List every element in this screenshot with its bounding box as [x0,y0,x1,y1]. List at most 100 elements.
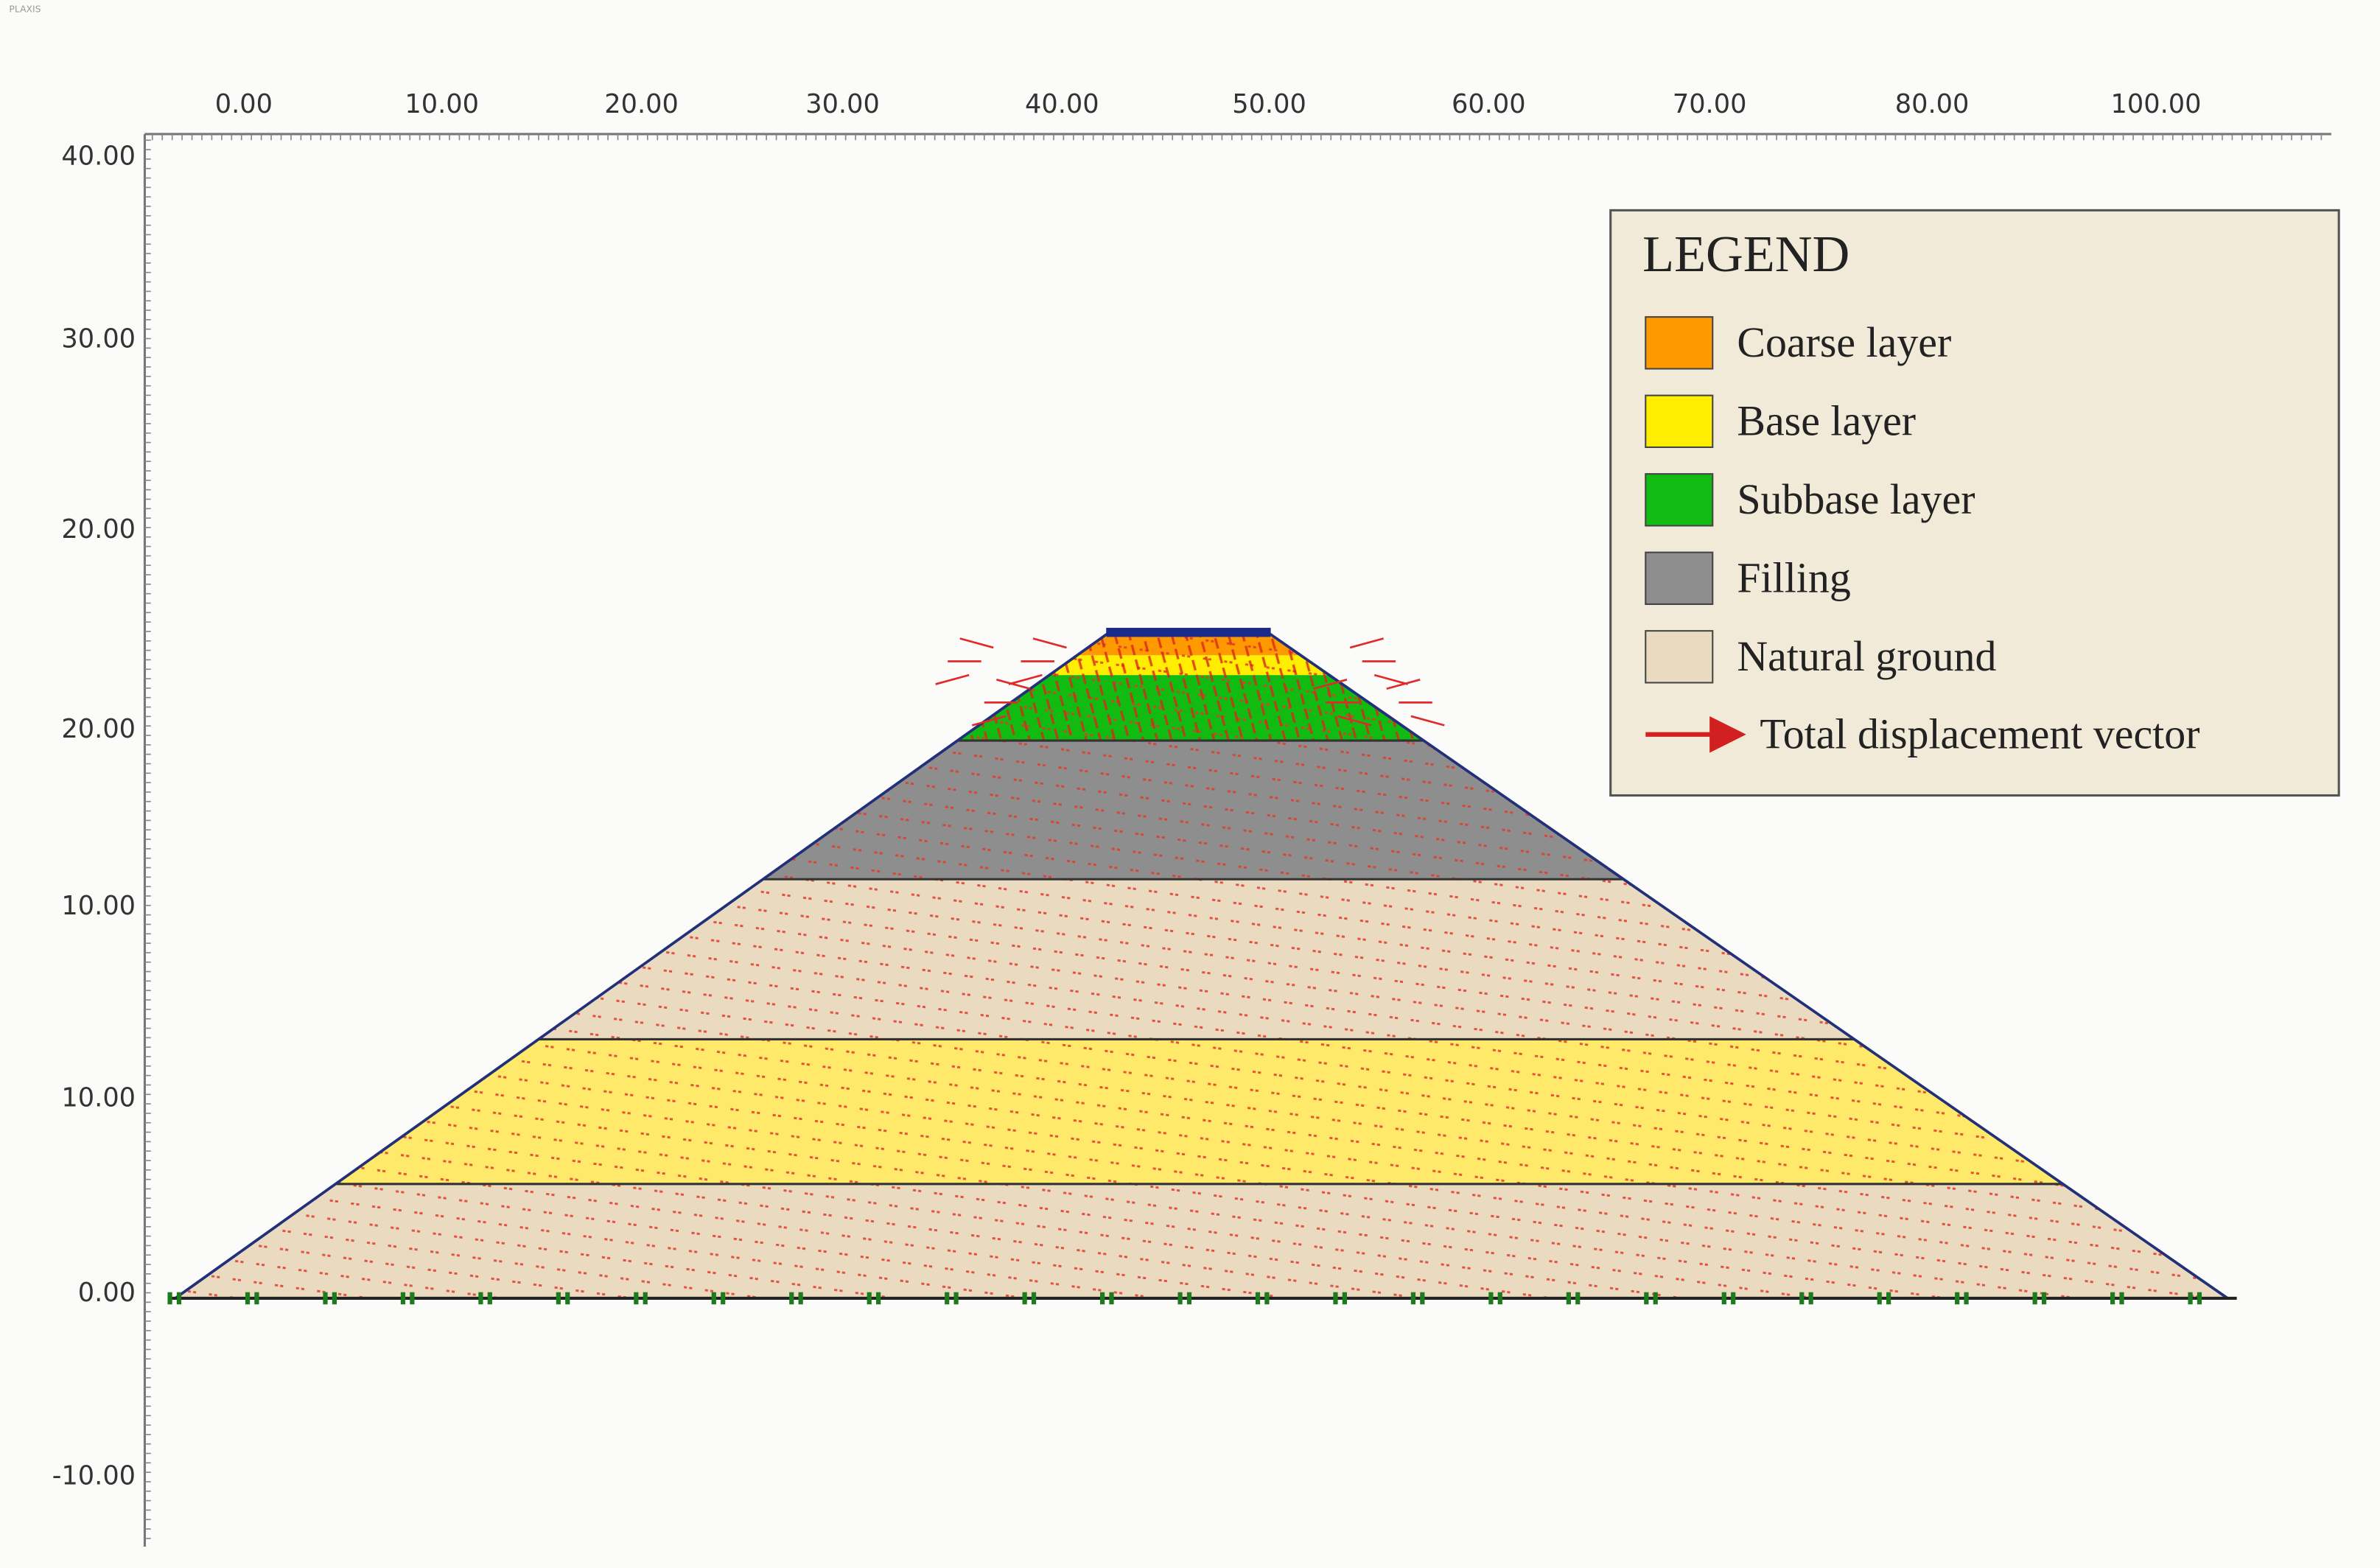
fixity [2110,1292,2115,1305]
fixity [245,1292,251,1305]
fixity [876,1292,881,1305]
fixity [1808,1292,1813,1305]
app-label: PLAXIS [9,4,41,15]
fixity [1497,1292,1502,1305]
embankment [167,628,2237,1305]
legend-label: Total displacement vector [1760,710,2199,757]
fixity [410,1292,415,1305]
fixity [167,1292,172,1305]
legend-label: Natural ground [1737,632,1996,680]
surface-arrow [1349,637,1384,649]
fixity [945,1292,950,1305]
layer-lines [335,739,2063,1186]
fixity [565,1292,570,1305]
legend-items: Coarse layer Base layer Subbase layer Filli… [1645,316,1996,684]
fixity [643,1292,648,1305]
legend-swatch [1645,551,1714,606]
fixity [1877,1292,1882,1305]
legend-swatch [1645,630,1714,684]
legend-swatch [1645,316,1714,370]
x-label: 30.00 [805,89,880,119]
legend-swatch [1645,394,1714,448]
fixity [1031,1292,1037,1305]
fixity [2032,1292,2037,1305]
fixity [2197,1292,2202,1305]
legend: LEGEND Coarse layer Base layer Subbase lay… [1609,209,2340,797]
fixity [1731,1292,1736,1305]
y-label: 20.00 [61,714,136,744]
legend-title: LEGEND [1642,225,1849,283]
x-label: 40.00 [1025,89,1099,119]
surface-arrow [1032,637,1067,649]
legend-label: Filling [1737,553,1850,601]
fixity [2188,1292,2193,1305]
legend-label: Subbase layer [1737,475,1975,523]
fixity [1177,1292,1183,1305]
fixity [634,1292,639,1305]
surface-arrow [971,715,1007,727]
surface-arrows [935,637,1445,727]
fixity [1109,1292,1114,1305]
fixity [1255,1292,1261,1305]
fixity [711,1292,716,1305]
fixity [1099,1292,1105,1305]
fixity [1410,1292,1416,1305]
legend-label: Base layer [1737,396,1916,444]
fixity [1186,1292,1192,1305]
legend-swatch [1645,473,1714,527]
fixity [1566,1292,1571,1305]
fixity [332,1292,337,1305]
y-label: 10.00 [61,891,136,921]
fixity [400,1292,406,1305]
y-label: 30.00 [61,324,136,354]
y-label: 0.00 [78,1278,136,1308]
surface-arrow [1410,715,1445,727]
fixity [1264,1292,1270,1305]
fixity [1333,1292,1338,1305]
fixity [1799,1292,1805,1305]
surface-arrow [1386,679,1421,690]
x-label: 0.00 [215,89,273,119]
fixity [254,1292,259,1305]
fixity [953,1292,959,1305]
fixity [1488,1292,1494,1305]
fixity [487,1292,492,1305]
fixity [1420,1292,1425,1305]
x-label: 100.00 [2111,89,2202,119]
fixity [1653,1292,1658,1305]
fixity [1721,1292,1726,1305]
fixity [176,1292,182,1305]
fixity [867,1292,872,1305]
x-label: 60.00 [1452,89,1526,119]
fixity [789,1292,794,1305]
displacement-vectors [175,632,2228,1298]
fixity [1575,1292,1581,1305]
fixity [1964,1292,1969,1305]
x-label: 50.00 [1232,89,1306,119]
fixity [1644,1292,1649,1305]
fixity [1955,1292,1960,1305]
surface-arrow [1008,673,1043,685]
x-label: 80.00 [1895,89,1970,119]
fixity [1886,1292,1891,1305]
fixity [323,1292,328,1305]
fixity [798,1292,803,1305]
legend-box [1609,209,2340,797]
x-label: 10.00 [405,89,479,119]
y-label: 10.00 [61,1082,136,1113]
y-label: -10.00 [52,1460,136,1491]
rulers [143,133,2331,1547]
surface-arrow [1337,715,1372,727]
x-label: 20.00 [604,89,679,119]
legend-label: Coarse layer [1737,318,1951,366]
crest [1106,628,1271,637]
surface-arrow [996,679,1031,690]
y-label: 40.00 [61,141,136,171]
axis-labels: 0.00 10.00 20.00 30.00 40.00 50.00 60.00 70.00 8… [52,89,2202,1491]
fixity [1022,1292,1027,1305]
surface-arrow [935,673,970,685]
fixities [167,1292,2202,1305]
surface-arrow [1373,673,1409,685]
surface-arrow [1313,679,1348,690]
